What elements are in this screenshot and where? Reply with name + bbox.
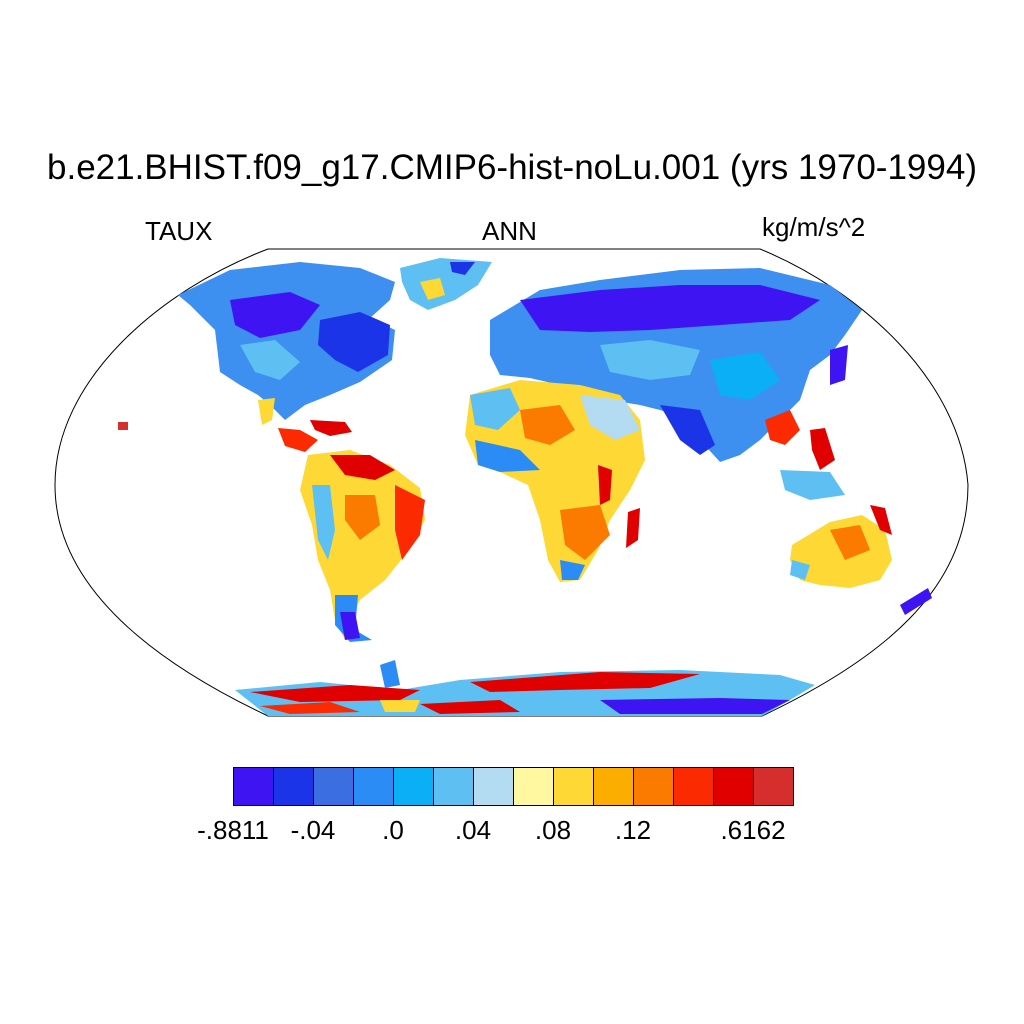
greenland bbox=[400, 258, 492, 310]
colorbar-label-6: .6162 bbox=[720, 815, 786, 845]
colorbar-label-5: .12 bbox=[614, 815, 652, 845]
units-label: kg/m/s^2 bbox=[762, 212, 866, 242]
africa bbox=[465, 380, 645, 582]
colorbar-box-4 bbox=[393, 767, 434, 806]
colorbar-box-8 bbox=[553, 767, 594, 806]
colorbar-box-6 bbox=[473, 767, 514, 806]
colorbar-box-1 bbox=[273, 767, 314, 806]
colorbar-box-11 bbox=[673, 767, 714, 806]
season-label: ANN bbox=[482, 216, 537, 246]
colorbar-box-13 bbox=[753, 767, 794, 806]
north-america bbox=[118, 262, 395, 452]
colorbar-label-4: .08 bbox=[534, 815, 572, 845]
colorbar-label-3: .04 bbox=[454, 815, 492, 845]
colorbar-box-7 bbox=[513, 767, 554, 806]
plot-title: b.e21.BHIST.f09_g17.CMIP6-hist-noLu.001 … bbox=[47, 148, 977, 187]
australia bbox=[790, 505, 932, 615]
colorbar-label-2: .0 bbox=[382, 815, 404, 845]
colorbar-box-5 bbox=[433, 767, 474, 806]
colorbar-box-10 bbox=[633, 767, 674, 806]
colorbar-box-12 bbox=[713, 767, 754, 806]
colorbar-label-0: -.8811 bbox=[197, 815, 269, 845]
colorbar-box-2 bbox=[313, 767, 354, 806]
antarctica bbox=[235, 660, 815, 716]
colorbar-box-0 bbox=[233, 767, 274, 806]
colorbar-box-9 bbox=[593, 767, 634, 806]
south-america bbox=[300, 450, 425, 642]
eurasia bbox=[490, 268, 862, 500]
colorbar-box-3 bbox=[353, 767, 394, 806]
colorbar bbox=[233, 767, 794, 806]
colorbar-label-1: -.04 bbox=[290, 815, 336, 845]
variable-label: TAUX bbox=[145, 216, 213, 246]
